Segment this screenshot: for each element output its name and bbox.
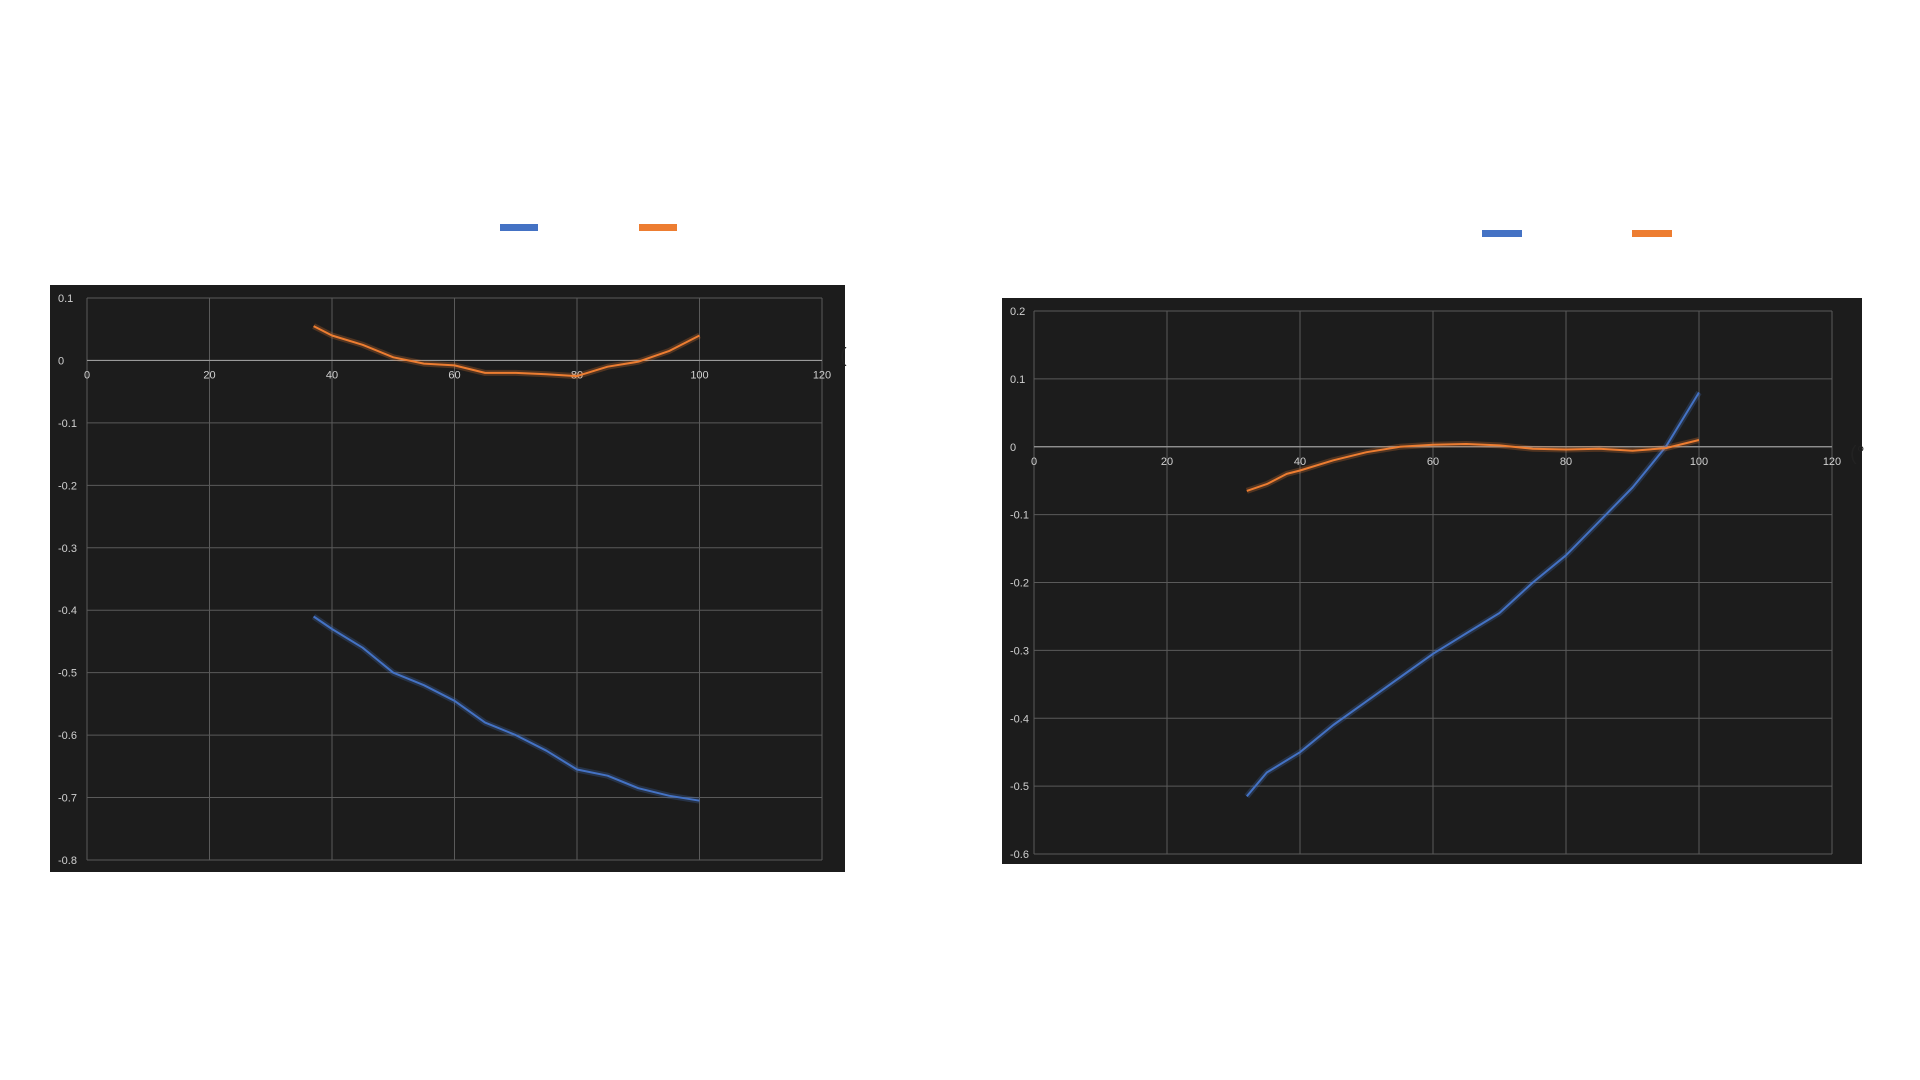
series-1-glow <box>311 614 700 804</box>
y-tick-label: -0.6 <box>1010 849 1029 861</box>
chart-left-edge-label: ( <box>840 345 847 367</box>
series-1-line <box>1246 391 1700 797</box>
y-tick-label: -0.2 <box>1010 578 1029 590</box>
y-tick-label: -0.3 <box>58 543 77 555</box>
series-2-line <box>313 325 700 378</box>
x-tick-label: 120 <box>1823 456 1841 468</box>
x-tick-label: 60 <box>1427 456 1439 468</box>
y-tick-label: -0.7 <box>58 793 77 805</box>
x-tick-label: 0 <box>84 369 90 381</box>
y-tick-label: 0.1 <box>58 293 73 305</box>
series-2-line <box>1246 439 1700 492</box>
x-tick-label: 100 <box>1690 456 1708 468</box>
chart-right: 0.2 0.1 0 -0.1 -0.2 -0.3 -0.4 -0.5 -0.6 0 20 40 60 80… <box>1002 298 1862 864</box>
chart1-legend-swatch-series2 <box>639 224 677 231</box>
y-tick-label: -0.6 <box>58 730 77 742</box>
y-tick-label: -0.2 <box>58 480 77 492</box>
chart-right-svg: 0.2 0.1 0 -0.1 -0.2 -0.3 -0.4 -0.5 -0.6 0 20 40 60 80… <box>1010 306 1841 861</box>
y-tick-label: -0.1 <box>1010 510 1029 522</box>
x-tick-label: 60 <box>448 369 460 381</box>
chart2-legend-swatch-series1 <box>1482 230 1522 237</box>
y-tick-label: -0.5 <box>58 668 77 680</box>
chart1-legend-swatch-series1 <box>500 224 538 231</box>
chart2-legend-swatch-series2 <box>1632 230 1672 237</box>
y-tick-label: 0.1 <box>1010 374 1025 386</box>
y-tick-label: -0.4 <box>1010 713 1029 725</box>
chart-right-edge-label: (° <box>1850 443 1865 465</box>
y-tick-label: -0.3 <box>1010 645 1029 657</box>
y-tick-label: -0.5 <box>1010 781 1029 793</box>
y-tick-label: -0.1 <box>58 418 77 430</box>
x-tick-label: 0 <box>1031 456 1037 468</box>
y-tick-label: 0 <box>1010 442 1016 454</box>
chart-left: 0.1 0 -0.1 -0.2 -0.3 -0.4 -0.5 -0.6 -0.7 -0.8 0 20 4… <box>50 285 845 872</box>
x-tick-label: 120 <box>813 369 831 381</box>
x-tick-label: 80 <box>1560 456 1572 468</box>
series-1-line <box>313 615 700 802</box>
x-tick-label: 40 <box>1294 456 1306 468</box>
y-tick-label: 0.2 <box>1010 306 1025 318</box>
y-tick-label: -0.4 <box>58 605 77 617</box>
x-tick-label: 100 <box>690 369 708 381</box>
chart-left-svg: 0.1 0 -0.1 -0.2 -0.3 -0.4 -0.5 -0.6 -0.7 -0.8 0 20 4… <box>58 293 831 867</box>
x-tick-label: 20 <box>203 369 215 381</box>
series-2-glow <box>312 323 701 380</box>
y-tick-label: -0.8 <box>58 855 77 867</box>
y-tick-label: 0 <box>58 355 64 367</box>
x-tick-label: 20 <box>1161 456 1173 468</box>
x-tick-label: 40 <box>326 369 338 381</box>
